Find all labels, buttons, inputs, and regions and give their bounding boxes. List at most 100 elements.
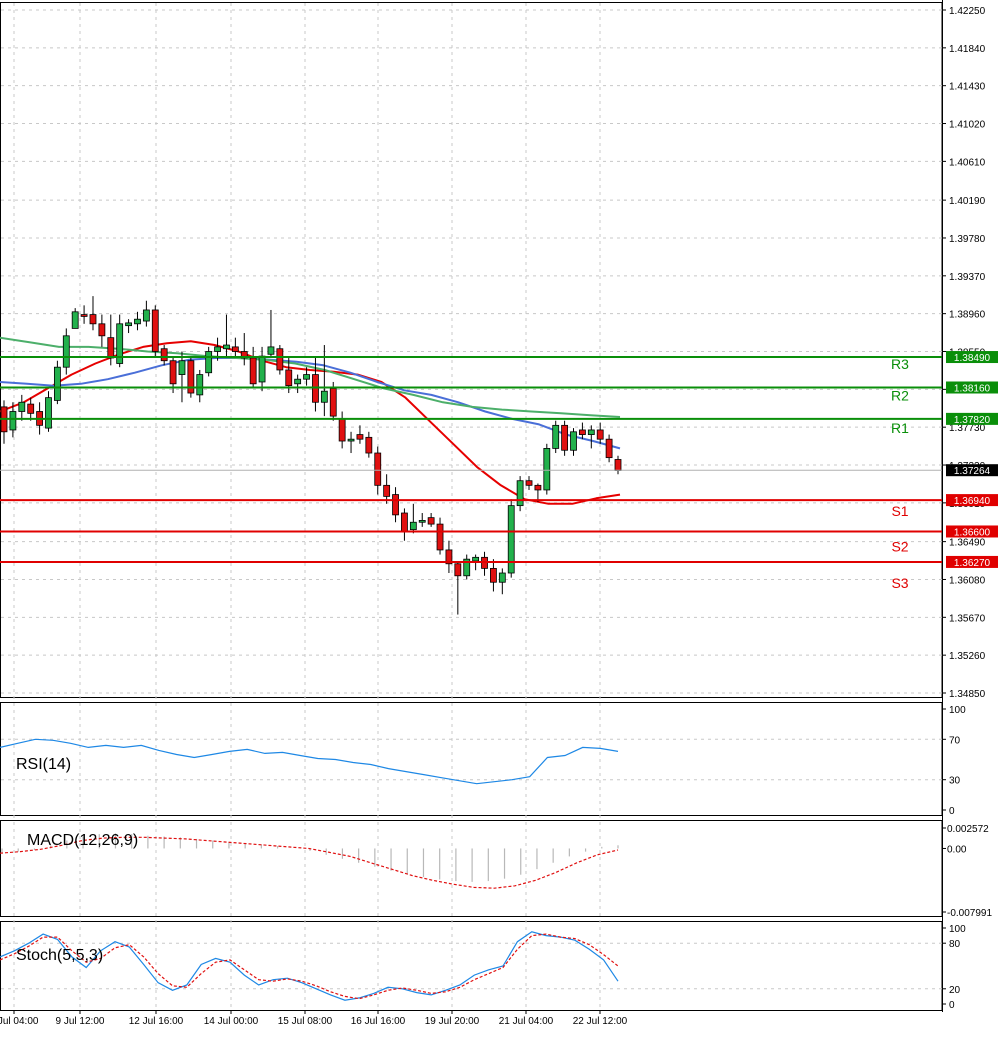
stoch-tick-label: 0 — [949, 1000, 955, 1011]
candle-body — [534, 484, 542, 491]
stoch-tick-label: 100 — [949, 924, 966, 935]
ma-line-1 — [0, 357, 621, 450]
x-tick-label: 12 Jul 16:00 — [129, 1016, 184, 1027]
candle-body — [329, 388, 337, 417]
candle-body — [490, 567, 497, 583]
candle-body — [498, 572, 506, 583]
current-price-label: 1.37264 — [954, 466, 991, 477]
candle-body — [27, 403, 35, 414]
y-tick-label: 1.36080 — [949, 575, 986, 586]
y-tick-label: 1.34850 — [949, 689, 986, 700]
stoch-k-line — [0, 931, 619, 1001]
rsi-tick-label: 0 — [949, 806, 955, 817]
candle-body — [303, 374, 310, 380]
level-price-label-r3: 1.38490 — [954, 353, 991, 364]
candle-body — [392, 494, 399, 516]
macd-tick-label: 0.002572 — [947, 824, 989, 835]
candle-body — [463, 558, 471, 577]
candle-body — [285, 369, 293, 387]
candle-body — [276, 348, 284, 371]
level-name-s3: S3 — [891, 575, 908, 591]
level-name-r1: R1 — [891, 420, 909, 436]
level-name-s1: S1 — [891, 503, 908, 519]
candle-body — [338, 418, 346, 442]
ma-line-0 — [0, 340, 621, 505]
candle-body — [543, 448, 551, 491]
candle-body — [570, 431, 577, 451]
candle-body — [18, 401, 26, 412]
candle-body — [552, 424, 560, 449]
candle-body — [605, 438, 613, 459]
level-price-box-r2 — [946, 381, 998, 394]
stoch-tick-label: 20 — [949, 985, 961, 996]
panel-frame-macd — [0, 820, 943, 917]
candle-body — [53, 366, 61, 401]
y-tick-label: 1.35670 — [949, 613, 986, 624]
candle-body — [516, 480, 524, 507]
candle-body — [587, 429, 595, 435]
x-tick-label: 15 Jul 08:00 — [278, 1016, 333, 1027]
candle-body — [178, 360, 186, 375]
candle-body — [196, 374, 204, 396]
candle-body — [89, 314, 97, 325]
candle-body — [596, 429, 604, 440]
x-tick-label: 22 Jul 12:00 — [573, 1016, 628, 1027]
level-price-box-r3 — [946, 351, 998, 364]
level-price-label-s1: 1.36940 — [954, 496, 991, 507]
candle-body — [561, 424, 569, 451]
candle-body — [231, 346, 239, 352]
candle-body — [107, 337, 115, 359]
candle-body — [223, 344, 230, 350]
level-price-box-s2 — [946, 525, 998, 538]
candle-body — [134, 318, 141, 325]
x-tick-label: 19 Jul 20:00 — [425, 1016, 480, 1027]
current-price-box — [946, 464, 998, 477]
candle-body — [445, 549, 453, 565]
y-tick-label: 1.42250 — [949, 6, 986, 17]
candle-body — [320, 390, 328, 403]
candle-body — [142, 309, 150, 322]
candle-body — [62, 335, 70, 368]
y-tick-label: 1.36490 — [949, 538, 986, 549]
rsi-tick-label: 100 — [949, 705, 966, 716]
level-name-s2: S2 — [891, 538, 908, 554]
level-price-box-s3 — [946, 555, 998, 568]
ma-line-2 — [0, 336, 621, 418]
y-tick-label: 1.41020 — [949, 120, 986, 131]
y-tick-label: 1.39780 — [949, 234, 986, 245]
candle-body — [347, 438, 355, 442]
candle-body — [45, 397, 52, 429]
x-tick-label: 9 Jul 12:00 — [56, 1016, 105, 1027]
y-tick-label: 1.37730 — [949, 423, 986, 434]
candle-body — [205, 351, 213, 374]
stoch-d-line — [0, 933, 619, 1000]
y-tick-label: 1.41430 — [949, 82, 986, 93]
candle-body — [294, 378, 302, 385]
stoch-label: Stoch(5,5,3) — [16, 947, 103, 964]
candle-body — [258, 355, 266, 383]
candle-body — [249, 357, 257, 385]
level-price-label-r2: 1.38160 — [954, 383, 991, 394]
y-tick-label: 1.35260 — [949, 651, 986, 662]
candle-body — [116, 323, 124, 364]
level-name-r2: R2 — [891, 387, 909, 403]
y-tick-label: 1.40610 — [949, 157, 986, 168]
panel-frame-stoch — [0, 921, 943, 1011]
x-tick-label: 14 Jul 00:00 — [204, 1016, 259, 1027]
candle-body — [579, 429, 586, 435]
candle-body — [125, 322, 132, 327]
candle-body — [472, 556, 480, 562]
y-tick-label: 1.38960 — [949, 310, 986, 321]
candle-body — [427, 517, 435, 525]
candle-body — [9, 411, 17, 431]
level-price-label-r1: 1.37820 — [954, 415, 991, 426]
level-name-r3: R3 — [891, 356, 909, 372]
candle-body — [71, 311, 79, 329]
candle-body — [436, 523, 444, 551]
candle-body — [418, 520, 426, 523]
panel-frame-rsi — [0, 702, 943, 816]
stoch-tick-label: 80 — [949, 939, 961, 950]
macd-signal-line — [0, 836, 619, 889]
